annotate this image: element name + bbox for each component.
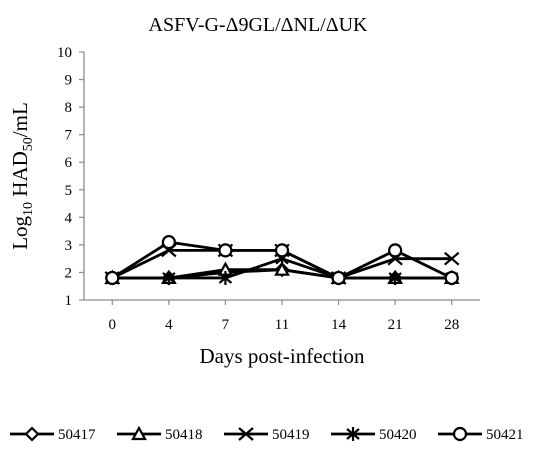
x-tick-label: 0 [109,317,117,333]
legend-item: 50419 [224,427,310,443]
y-axis-label: Log10 HAD50/mL [8,102,36,250]
y-axis-label-sub10: 10 [21,202,36,216]
y-tick-label: 5 [65,183,73,199]
data-point [331,270,346,286]
x-tick-label: 14 [331,317,347,333]
data-point [161,235,176,250]
legend-marker [238,427,254,441]
legend-label: 50419 [272,427,310,443]
data-point [274,243,290,258]
x-tick-label: 11 [275,317,289,333]
legend-label: 50418 [165,427,203,443]
data-point [105,270,120,286]
data-point [274,261,290,276]
series-50418 [104,261,460,285]
legend-item: 50420 [331,427,417,443]
y-axis-label-sub50: 50 [21,137,36,151]
x-tick-label: 28 [444,317,459,333]
y-tick-label: 9 [65,73,73,89]
legend-marker [346,427,360,441]
y-axis-label-unit: /mL [8,102,32,137]
x-tick-label: 4 [165,317,173,333]
y-tick-label: 3 [65,238,73,254]
legend-item: 50421 [438,426,524,443]
legend: 50417 50418 50419 50420 50421 [10,425,524,443]
legend-marker [24,426,40,442]
legend-marker [452,426,468,442]
x-axis-label: Days post-infection [199,344,365,368]
y-tick-label: 7 [65,128,73,144]
y-tick-label: 2 [65,265,73,281]
axes [79,51,480,305]
data-point [162,270,176,285]
chart-title: ASFV-G-Δ9GL/ΔNL/ΔUK [149,14,369,36]
legend-marker [131,425,147,441]
data-point [388,270,402,285]
legend-item: 50418 [117,425,203,443]
data-point [218,243,233,258]
legend-item: 50417 [10,426,96,443]
x-tick-label: 21 [388,317,403,333]
series-50421 [105,235,459,286]
data-point [444,270,459,286]
x-tick-label: 7 [222,317,230,333]
y-tick-label: 1 [65,293,73,309]
y-axis-label-log: Log [8,215,32,249]
x-tick-labels: 0 4 7 11 14 21 28 [109,317,460,333]
data-point [388,243,403,258]
data-point [218,270,233,285]
y-tick-label: 8 [65,100,73,116]
y-tick-label: 4 [65,210,73,226]
data-point [443,251,460,266]
legend-label: 50420 [379,427,417,443]
y-tick-labels: 1 2 3 4 5 6 7 8 9 10 [57,45,73,309]
legend-label: 50421 [486,427,524,443]
series-group [104,235,460,286]
y-tick-label: 6 [65,155,73,171]
y-axis-label-had: HAD [8,151,32,202]
y-tick-label: 10 [57,45,72,61]
legend-label: 50417 [58,427,96,443]
